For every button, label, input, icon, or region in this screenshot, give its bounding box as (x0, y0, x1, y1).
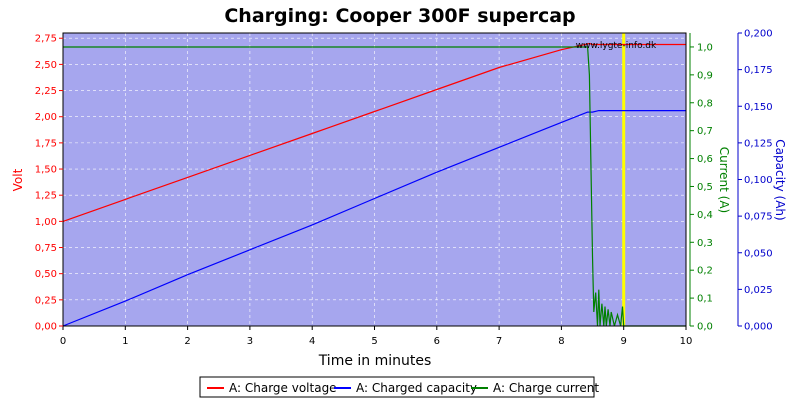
x-tick-label: 10 (680, 336, 693, 347)
x-tick-label: 9 (621, 336, 627, 347)
current-tick-label: 0,6 (697, 154, 713, 165)
watermark: www.lygte-info.dk (576, 41, 657, 51)
volt-tick-label: 0,50 (35, 269, 57, 280)
capacity-axis-ticks: 0,000 0,025 0,050 0,075 0,100 0,125 0,150 0,175… (738, 29, 773, 333)
current-tick-label: 0,4 (697, 210, 713, 221)
capacity-tick-label: 0,100 (744, 175, 773, 186)
capacity-axis-label: Capacity (Ah) (773, 139, 787, 220)
x-tick-label: 4 (309, 336, 315, 347)
volt-tick-label: 2,75 (35, 34, 57, 45)
capacity-tick-label: 0,075 (744, 212, 773, 223)
x-tick-label: 1 (122, 336, 128, 347)
volt-tick-label: 0,75 (35, 243, 57, 254)
x-tick-label: 5 (371, 336, 377, 347)
volt-tick-label: 1,25 (35, 191, 57, 202)
volt-axis-label: Volt (11, 168, 25, 191)
legend-box (199, 376, 595, 398)
current-tick-label: 1,0 (697, 42, 713, 53)
current-axis-label: Current (A) (717, 147, 731, 213)
current-tick-label: 0,3 (697, 238, 713, 249)
legend-label-voltage: A: Charge voltage (229, 381, 337, 395)
capacity-tick-label: 0,050 (744, 248, 773, 259)
x-tick-label: 6 (434, 336, 440, 347)
x-axis-label: Time in minutes (318, 353, 432, 369)
x-tick-label: 7 (496, 336, 502, 347)
volt-tick-label: 2,00 (35, 112, 57, 123)
current-axis-ticks: 0,0 0,1 0,2 0,3 0,4 0,5 0,6 0,7 0,8 0,9 1,0 (690, 42, 713, 333)
volt-tick-label: 2,25 (35, 86, 57, 97)
current-tick-label: 0,8 (697, 98, 713, 109)
legend-label-current: A: Charge current (493, 381, 599, 395)
legend: A: Charge voltage A: Charged capacity A:… (199, 376, 599, 398)
volt-tick-label: 0,00 (35, 322, 57, 333)
x-tick-label: 0 (60, 336, 66, 347)
x-axis-ticks: 0 1 2 3 4 5 6 7 8 9 10 (60, 326, 693, 347)
legend-label-capacity: A: Charged capacity (356, 381, 477, 395)
series-line-charge-voltage (62, 42, 686, 222)
volt-tick-label: 0,25 (35, 295, 57, 306)
volt-tick-label: 1,00 (35, 217, 57, 228)
current-tick-label: 0,7 (697, 126, 713, 137)
x-tick-label: 2 (184, 336, 190, 347)
current-tick-label: 0,9 (697, 70, 713, 81)
capacity-tick-label: 0,200 (744, 29, 773, 40)
capacity-tick-label: 0,125 (744, 138, 773, 149)
volt-tick-label: 2,50 (35, 60, 57, 71)
chart-title: Charging: Cooper 300F supercap (224, 5, 575, 27)
current-tick-label: 0,1 (697, 294, 713, 305)
current-tick-label: 0,2 (697, 266, 713, 277)
volt-tick-label: 1,50 (35, 165, 57, 176)
capacity-tick-label: 0,000 (744, 322, 773, 333)
capacity-tick-label: 0,175 (744, 65, 773, 76)
current-tick-label: 0,5 (697, 182, 713, 193)
volt-axis-ticks: 0,00 0,25 0,50 0,75 1,00 1,25 1,50 1,75 2,00 2,25… (35, 34, 63, 333)
grid-lines (63, 33, 686, 326)
volt-tick-label: 1,75 (35, 138, 57, 149)
capacity-tick-label: 0,025 (744, 285, 773, 296)
current-tick-label: 0,0 (697, 322, 713, 333)
series-line-charged-capacity (62, 109, 686, 327)
x-tick-label: 8 (558, 336, 564, 347)
x-tick-label: 3 (247, 336, 253, 347)
capacity-tick-label: 0,150 (744, 102, 773, 113)
